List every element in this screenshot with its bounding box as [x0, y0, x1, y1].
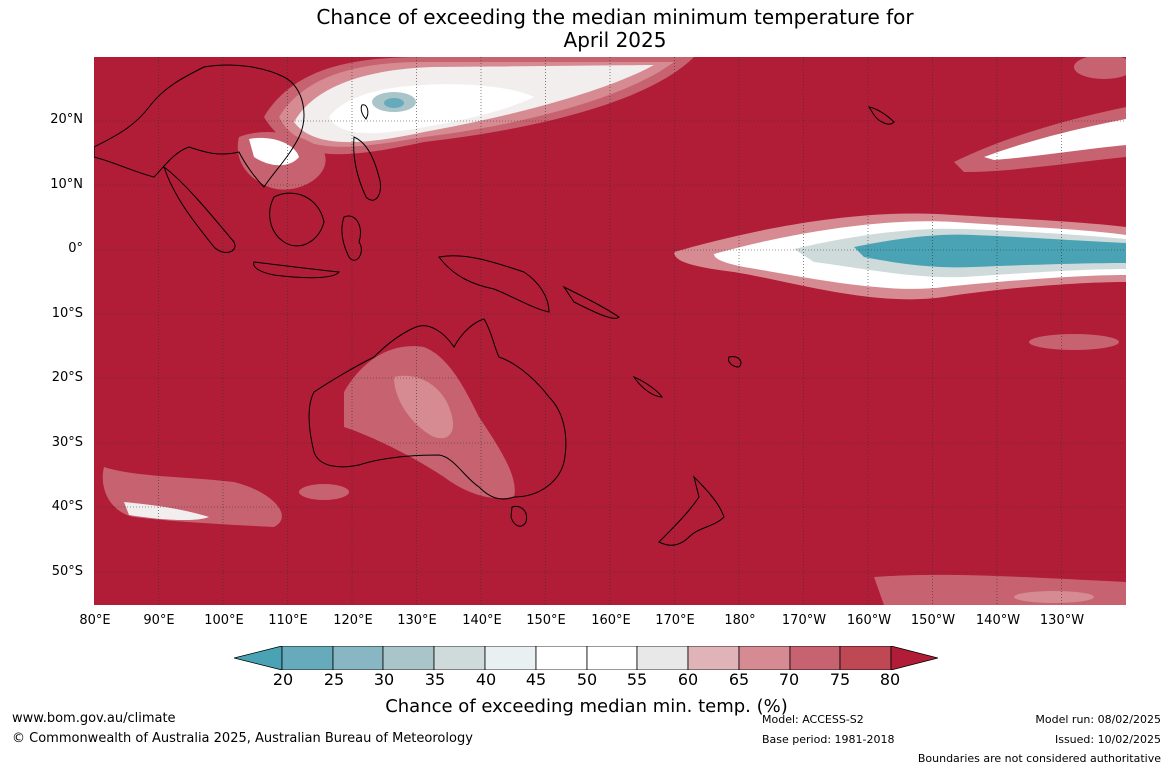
colorbar-tick-60: 60	[677, 670, 699, 689]
lon-label-140e: 140°E	[462, 613, 502, 628]
lat-label-40s: 40°S	[51, 499, 83, 514]
footer-base-period: Base period: 1981-2018	[762, 733, 895, 746]
lat-label-10s: 10°S	[51, 306, 83, 321]
colorbar-tick-55: 55	[626, 670, 648, 689]
footer-model: Model: ACCESS-S2	[762, 713, 864, 726]
lat-label-20n: 20°N	[50, 112, 83, 127]
lon-label-90e: 90°E	[143, 613, 175, 628]
lon-label-160w: 160°W	[846, 613, 892, 628]
coastline-tasmania	[510, 506, 528, 527]
colorbar-bin-25-30	[332, 646, 384, 670]
lon-label-130w: 130°W	[1039, 613, 1085, 628]
lat-label-0: 0°	[68, 241, 83, 256]
colorbar-bin-45-50	[535, 646, 588, 670]
colorbar-bin-70-75	[789, 646, 841, 670]
colorbar-bin-65-70	[738, 646, 791, 670]
probability-regions	[102, 57, 1126, 605]
colorbar-tick-65: 65	[728, 670, 750, 689]
map-title-line1: Chance of exceeding the median minimum t…	[316, 5, 914, 29]
colorbar-bin-55-60	[636, 646, 689, 670]
region-70-ne-corner	[1074, 57, 1126, 79]
colorbar-tick-30: 30	[373, 670, 395, 689]
region-45-indochina	[249, 137, 299, 166]
lon-label-170e: 170°E	[655, 613, 695, 628]
colorbar-title: Chance of exceeding median min. temp. (%…	[385, 696, 788, 717]
lat-label-20s: 20°S	[51, 370, 83, 385]
footer-disclaimer: Boundaries are not considered authoritat…	[917, 752, 1161, 765]
coastline-taiwan	[360, 104, 369, 120]
coastlines	[94, 64, 895, 546]
region-30-north	[384, 98, 404, 108]
colorbar-tick-80: 80	[879, 670, 901, 689]
colorbar-bin-30-35	[382, 646, 435, 670]
lon-label-140w: 140°W	[975, 613, 1021, 628]
region-65-south-east	[1014, 591, 1094, 603]
colorbar-bin-35-40	[433, 646, 486, 670]
lat-label-50s: 50°S	[51, 564, 83, 579]
colorbar-tick-25: 25	[323, 670, 345, 689]
lon-label-130e: 130°E	[397, 613, 437, 628]
coastline-solomons	[562, 285, 620, 319]
colorbar-tick-50: 50	[576, 670, 598, 689]
map-canvas	[94, 57, 1126, 605]
colorbar-tick-35: 35	[424, 670, 446, 689]
colorbar-tick-20: 20	[272, 670, 294, 689]
coastline-asia-mainland	[94, 64, 305, 188]
coastline-hawaii	[867, 106, 895, 125]
lat-label-10n: 10°N	[50, 177, 83, 192]
colorbar-bin-50-55	[586, 646, 638, 670]
colorbar-high-arrow	[890, 646, 938, 670]
footer-issued: Issued: 10/02/2025	[1054, 733, 1161, 746]
region-70-south-east	[874, 574, 1126, 605]
colorbar-tick-45: 45	[525, 670, 547, 689]
region-55-southern	[124, 502, 209, 521]
lon-label-160e: 160°E	[591, 613, 631, 628]
colorbar-low-arrow	[234, 646, 283, 670]
colorbar-bin-75-80	[839, 646, 892, 670]
colorbar-tick-70: 70	[778, 670, 800, 689]
footer-website: www.bom.gov.au/climate	[12, 711, 176, 726]
footer-model-run: Model run: 08/02/2025	[1035, 713, 1161, 726]
lon-label-180: 180°	[724, 613, 756, 628]
coastline-new-caledonia	[632, 375, 663, 398]
coastline-java	[253, 261, 340, 279]
region-25-equator	[854, 234, 1126, 268]
coastline-sulawesi	[341, 215, 362, 261]
lon-label-100e: 100°E	[204, 613, 244, 628]
map-area	[94, 57, 1126, 605]
colorbar-bin-40-45	[484, 646, 537, 670]
lon-label-150e: 150°E	[526, 613, 566, 628]
map-title-line2: April 2025	[563, 28, 667, 52]
region-70-south-small	[299, 484, 349, 500]
coastline-fiji	[728, 356, 742, 368]
footer-copyright: © Commonwealth of Australia 2025, Austra…	[12, 731, 473, 746]
coastline-borneo	[269, 192, 325, 247]
coastline-new-guinea	[438, 255, 550, 313]
coastline-new-zealand	[658, 475, 725, 546]
colorbar-bin-60-65	[687, 646, 740, 670]
lon-label-170w: 170°W	[781, 613, 827, 628]
coastline-philippines	[353, 136, 381, 201]
coastline-sumatra	[163, 165, 236, 253]
colorbar-tick-40: 40	[475, 670, 497, 689]
region-50-ne-pacific	[984, 119, 1126, 160]
lat-label-30s: 30°S	[51, 435, 83, 450]
colorbar	[234, 646, 938, 670]
colorbar-tick-75: 75	[829, 670, 851, 689]
colorbar-bin-20-25	[281, 646, 334, 670]
lon-label-110e: 110°E	[268, 613, 308, 628]
region-70-se-pacific	[1029, 334, 1119, 350]
lon-label-150w: 150°W	[910, 613, 956, 628]
lon-label-120e: 120°E	[333, 613, 373, 628]
region-65-australia	[394, 375, 454, 439]
coastline-australia	[308, 318, 567, 500]
graticule	[94, 57, 1126, 605]
lon-label-80e: 80°E	[79, 613, 111, 628]
